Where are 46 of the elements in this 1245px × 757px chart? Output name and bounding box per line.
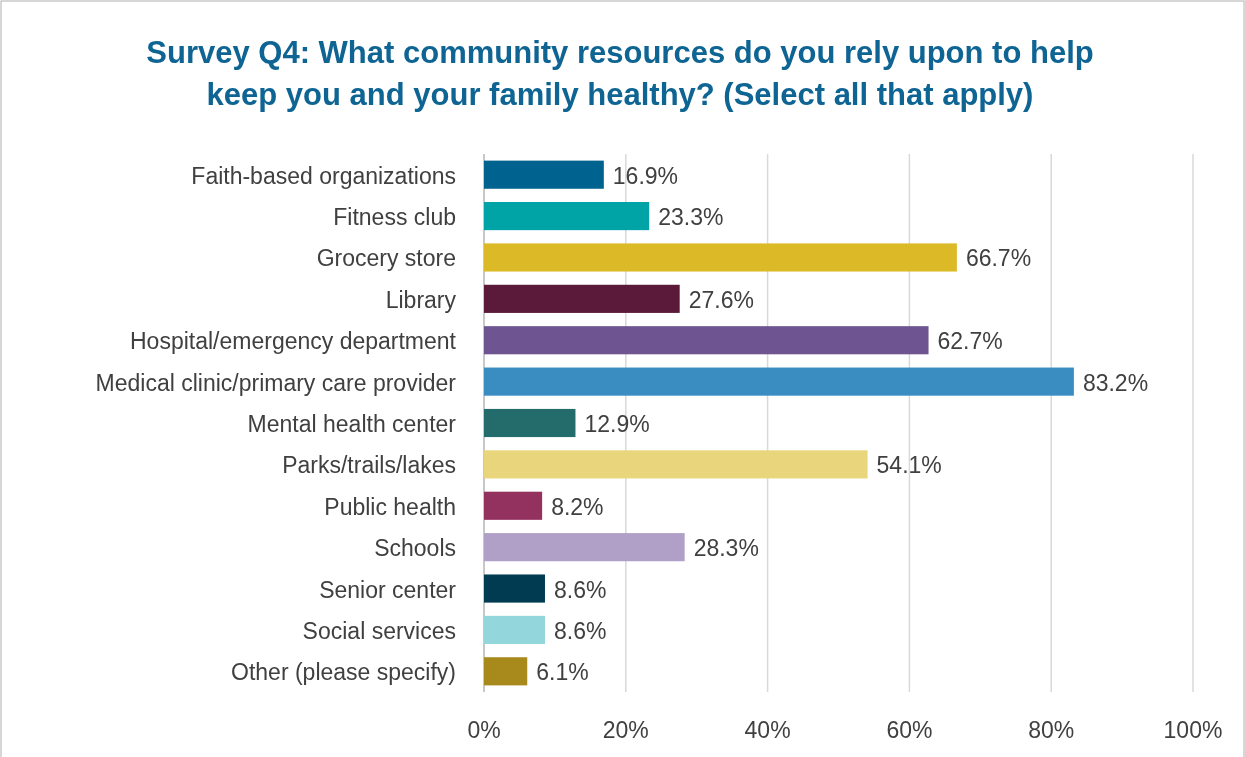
bar: [484, 367, 1074, 396]
y-tick-label: Schools: [374, 535, 456, 562]
chart-title: Survey Q4: What community resources do you rely upon to help keep you and your family healthy? (Select all that apply): [146, 35, 1094, 112]
x-tick-label: 0%: [467, 717, 501, 743]
y-tick-label: Faith-based organizations: [191, 162, 456, 189]
y-tick-label: Parks/trails/lakes: [282, 452, 456, 479]
x-tick-label: 20%: [602, 717, 649, 743]
y-tick-label: Social services: [302, 617, 456, 644]
data-label: 83.2%: [1082, 369, 1149, 396]
bar: [484, 450, 868, 479]
data-label: 8.2%: [551, 493, 604, 520]
data-label: 62.7%: [937, 328, 1003, 355]
data-label: 8.6%: [553, 617, 607, 644]
y-tick-label: Hospital/emergency department: [130, 328, 457, 355]
bar: [484, 243, 957, 272]
data-label: 12.9%: [584, 411, 650, 437]
data-label: 66.7%: [965, 245, 1032, 272]
bar: [484, 160, 604, 189]
data-label: 28.3%: [693, 535, 759, 562]
y-tick-label: Medical clinic/primary care provider: [95, 369, 457, 396]
bar: [484, 657, 528, 686]
bar: [484, 202, 650, 231]
data-label: 8.6%: [553, 576, 607, 603]
y-tick-label: Fitness club: [333, 204, 456, 231]
data-label: 6.1%: [536, 659, 589, 686]
bar: [484, 408, 576, 438]
bar: [484, 574, 545, 603]
data-label: 23.3%: [658, 204, 724, 231]
bar: [484, 615, 545, 644]
y-tick-label: Senior center: [319, 576, 457, 603]
y-tick-label: Mental health center: [247, 411, 457, 437]
bar: [484, 284, 680, 313]
y-tick-label: Other (please specify): [231, 659, 456, 686]
x-tick-label: 100%: [1163, 717, 1223, 743]
y-tick-label: Grocery store: [316, 245, 456, 272]
bar: [484, 491, 543, 520]
x-tick-label: 60%: [886, 717, 933, 743]
data-label: 27.6%: [688, 286, 754, 313]
data-label: 54.1%: [876, 452, 942, 479]
x-tick-label: 80%: [1028, 717, 1075, 743]
data-label: 16.9%: [612, 162, 679, 189]
x-tick-label: 40%: [744, 717, 791, 743]
bar: [484, 533, 685, 562]
y-tick-label: Public health: [324, 493, 456, 520]
bar: [484, 326, 929, 355]
y-tick-label: Library: [385, 286, 457, 313]
